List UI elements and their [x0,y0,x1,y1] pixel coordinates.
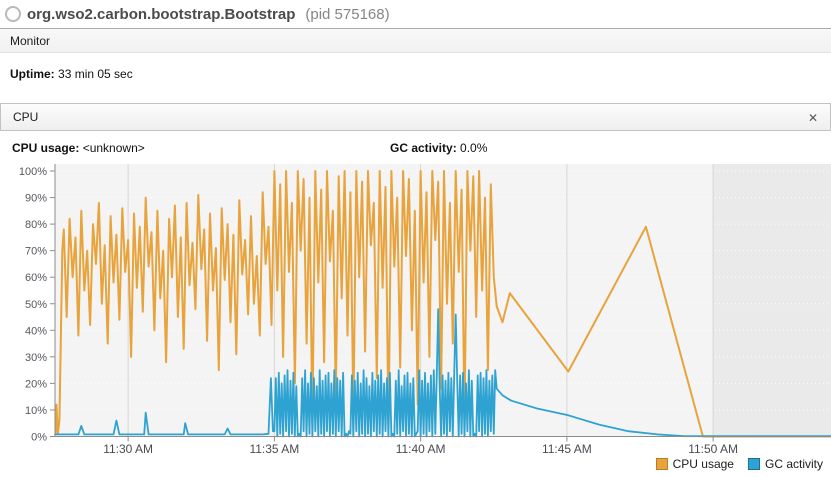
svg-text:11:40 AM: 11:40 AM [396,442,446,456]
gc-activity-value: 0.0% [460,141,488,155]
process-status-icon [5,6,21,22]
gc-activity-label: GC activity: [390,141,457,155]
cpu-usage-value: <unknown> [82,141,145,155]
cpu-chart[interactable]: 0% 10% 20% 30% 40% 50% 60% 70% 80% 90% 100% 11:30 A… [0,159,831,459]
legend-gc-activity-label: GC activity [764,457,823,471]
svg-text:11:45 AM: 11:45 AM [542,442,592,456]
svg-text:60%: 60% [25,272,47,284]
svg-text:50%: 50% [25,299,47,311]
svg-text:40%: 40% [25,325,47,337]
chart-legend: CPU usage GC activity [655,457,823,471]
svg-text:10%: 10% [25,405,47,417]
legend-cpu-usage-label: CPU usage [672,457,734,471]
legend-item-cpu-usage[interactable]: CPU usage [655,457,734,471]
cpu-usage-label: CPU usage: [12,141,80,155]
svg-text:11:35 AM: 11:35 AM [249,442,299,456]
svg-text:11:50 AM: 11:50 AM [688,442,738,456]
svg-text:100%: 100% [19,166,47,178]
cpu-usage-swatch-icon [655,458,668,470]
legend-item-gc-activity[interactable]: GC activity [747,457,823,471]
close-icon[interactable]: ✕ [807,111,819,125]
tab-monitor[interactable]: Monitor [10,33,51,48]
cpu-panel-title: CPU [13,110,39,124]
svg-text:90%: 90% [25,193,47,205]
uptime-value: 33 min 05 sec [58,67,133,81]
svg-text:0%: 0% [31,432,47,444]
uptime-label: Uptime: [10,67,55,81]
svg-text:30%: 30% [25,352,47,364]
svg-text:20%: 20% [25,378,47,390]
process-pid: (pid 575168) [305,5,390,23]
svg-text:80%: 80% [25,219,47,231]
svg-text:70%: 70% [25,246,47,258]
uptime-row: Uptime: 33 min 05 sec [10,67,133,81]
gc-activity-stat: GC activity: 0.0% [390,141,487,155]
gc-activity-swatch-icon [747,458,760,470]
svg-text:11:30 AM: 11:30 AM [103,442,153,456]
tab-bar: Monitor [0,28,831,53]
cpu-usage-stat: CPU usage: <unknown> [12,141,145,155]
window-title-row: org.wso2.carbon.bootstrap.Bootstrap (pid… [5,3,390,25]
process-title: org.wso2.carbon.bootstrap.Bootstrap [27,5,296,23]
cpu-panel-header: CPU ✕ [0,103,831,131]
